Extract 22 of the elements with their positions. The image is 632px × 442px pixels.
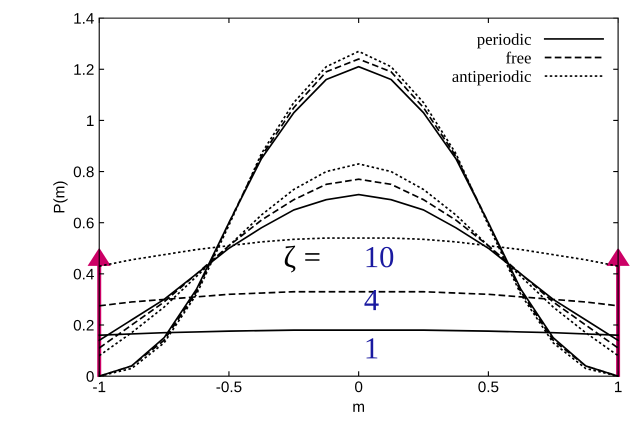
x-axis-title: m xyxy=(353,404,364,412)
annotation: 4 xyxy=(364,290,379,310)
y-axis-title: P(m) xyxy=(53,182,68,212)
legend-label: antiperiodic xyxy=(452,70,531,86)
y-tick-label: 1.4 xyxy=(74,13,94,24)
x-tick-label: 1 xyxy=(615,382,622,392)
y-tick-label: 1.2 xyxy=(74,64,94,75)
y-tick-label: 1 xyxy=(87,115,94,126)
y-tick-label: 0.6 xyxy=(74,218,94,228)
x-tick-label: 0 xyxy=(355,381,362,392)
legend-label: free xyxy=(506,52,531,64)
annotation: 10 xyxy=(366,246,394,268)
y-tick-label: 0 xyxy=(86,371,94,382)
y-tick-label: 0.2 xyxy=(74,320,94,331)
x-tick-label: -1 xyxy=(93,382,106,392)
legend-label: periodic xyxy=(477,33,531,48)
annotation: 1 xyxy=(366,338,378,358)
x-tick-label: -0.5 xyxy=(216,381,242,392)
y-tick-label: 0.8 xyxy=(74,166,94,178)
annotation: ζ = xyxy=(284,246,320,273)
x-tick-label: 0.5 xyxy=(478,381,498,392)
y-tick-label: 0.4 xyxy=(74,268,94,280)
